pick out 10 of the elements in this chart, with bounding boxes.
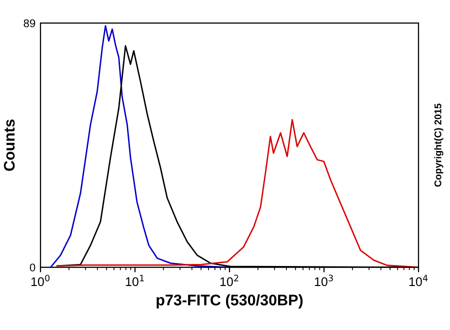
x-tick-label: 10$^{0}$ bbox=[31, 274, 50, 286]
x-axis-title: p73-FITC (530/30BP) bbox=[156, 294, 303, 308]
x-tick-label: 10$^{3}$ bbox=[314, 274, 333, 286]
x-tick-label: 10$^{1}$ bbox=[126, 274, 144, 286]
x-tick-label: 10$^{2}$ bbox=[220, 274, 238, 286]
x-tick-label: 10$^{4}$ bbox=[409, 274, 428, 286]
y-tick-label: 89 bbox=[24, 19, 36, 28]
y-tick-label: 0 bbox=[30, 264, 36, 272]
text: Copyright(C) 2015 bbox=[434, 104, 444, 187]
y-axis-title: Counts bbox=[4, 120, 15, 171]
